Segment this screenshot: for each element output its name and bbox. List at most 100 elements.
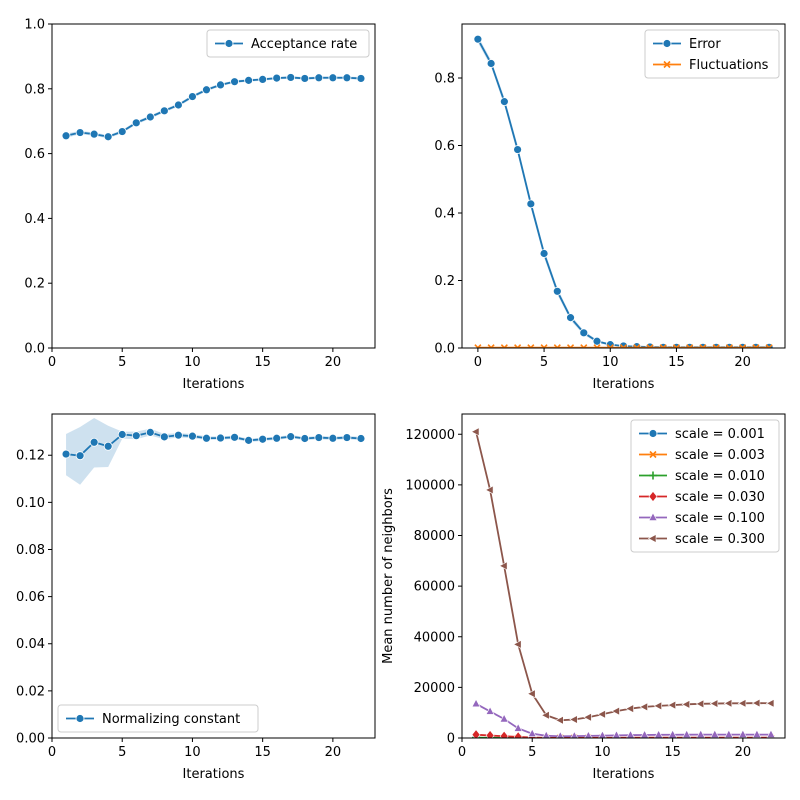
legend-box (57, 704, 259, 733)
data-point (526, 199, 536, 209)
series-line (475, 703, 771, 738)
y-tick-label: 0.2 (24, 277, 45, 292)
data-point (625, 704, 634, 714)
y-tick-label: 0.4 (24, 212, 45, 227)
x-axis-label: Iterations (183, 377, 245, 392)
x-tick-label: 10 (184, 745, 201, 760)
data-point (286, 432, 296, 442)
data-point (61, 131, 71, 141)
y-tick-label: 0.00 (16, 732, 45, 747)
data-point (159, 106, 169, 116)
data-point (539, 249, 549, 258)
y-axis-label: Mean number of neighbors (381, 488, 396, 664)
data-point (471, 698, 481, 708)
data-point (188, 92, 197, 101)
data-point (473, 34, 483, 44)
x-tick-label: 0 (48, 355, 56, 370)
plot-area (61, 73, 366, 142)
data-point (597, 709, 606, 719)
data-point (230, 432, 239, 442)
x-tick-label: 5 (528, 745, 536, 760)
data-point (272, 73, 282, 83)
x-tick-label: 15 (668, 355, 685, 370)
data-point (300, 434, 310, 443)
y-tick-label: 0.0 (24, 342, 45, 357)
data-point (513, 145, 522, 154)
data-point (612, 730, 621, 738)
series-line (65, 431, 362, 457)
data-point (485, 729, 495, 738)
data-point (584, 730, 593, 738)
y-tick-label: 0.10 (16, 496, 45, 511)
data-point (258, 75, 268, 84)
data-point (579, 328, 589, 338)
data-point (145, 112, 155, 122)
data-point (611, 706, 620, 716)
legend-marker (75, 714, 85, 723)
data-point (173, 100, 183, 110)
y-tick-label: 0.12 (16, 449, 45, 464)
x-tick-label: 0 (458, 745, 466, 760)
legend-label: scale = 0.300 (675, 532, 765, 547)
data-point (117, 430, 127, 439)
data-point (75, 451, 85, 461)
data-point (145, 427, 155, 437)
data-point (188, 431, 197, 441)
data-point (513, 731, 523, 738)
y-tick-label: 40000 (414, 630, 455, 645)
data-point (202, 433, 211, 443)
data-point (75, 128, 85, 137)
legend-marker (648, 429, 658, 438)
legend: Error Fluctuations (644, 29, 780, 79)
legend-label: Acceptance rate (251, 37, 357, 52)
x-tick-label: 0 (48, 745, 56, 760)
data-point (356, 434, 366, 443)
legend-box (644, 29, 780, 79)
data-point (103, 132, 113, 142)
data-point (552, 286, 562, 296)
legend-marker (662, 39, 672, 48)
data-point (471, 729, 481, 738)
data-point (131, 431, 141, 441)
x-tick-label: 20 (734, 355, 751, 370)
y-tick-label: 80000 (414, 529, 455, 544)
y-tick-label: 0.4 (434, 207, 455, 222)
data-point (328, 73, 338, 83)
data-point (499, 730, 509, 738)
data-point (61, 449, 71, 459)
data-point (626, 729, 635, 738)
y-tick-label: 0.04 (16, 637, 45, 652)
x-tick-label: 10 (184, 355, 201, 370)
legend-marker (224, 39, 234, 48)
axes-frame (461, 23, 786, 349)
data-point (592, 336, 602, 346)
y-tick-label: 0.2 (434, 274, 455, 289)
x-tick-label: 5 (118, 355, 126, 370)
data-point (484, 485, 494, 495)
axes-frame (51, 23, 376, 349)
legend-marker (663, 60, 671, 69)
data-point (639, 702, 648, 712)
data-point (667, 700, 676, 710)
legend-marker (648, 512, 658, 521)
legend-box (206, 29, 370, 58)
data-point (314, 73, 324, 83)
legend-label: scale = 0.001 (675, 427, 765, 442)
y-tick-label: 120000 (405, 428, 455, 443)
legend-label: Fluctuations (689, 58, 769, 73)
data-point (89, 437, 99, 447)
x-axis-label: Iterations (593, 767, 655, 782)
data-point (342, 433, 352, 442)
y-tick-label: 0.02 (16, 684, 45, 699)
data-point (499, 97, 509, 107)
confidence-band (66, 418, 361, 485)
y-tick-label: 0.06 (16, 590, 45, 605)
data-point (328, 433, 338, 443)
y-tick-label: 0.6 (24, 147, 45, 162)
legend-label: scale = 0.010 (675, 469, 765, 484)
data-point (159, 432, 169, 442)
data-point (486, 59, 496, 68)
data-point (216, 80, 225, 90)
x-tick-label: 15 (664, 745, 681, 760)
data-point (527, 728, 537, 737)
